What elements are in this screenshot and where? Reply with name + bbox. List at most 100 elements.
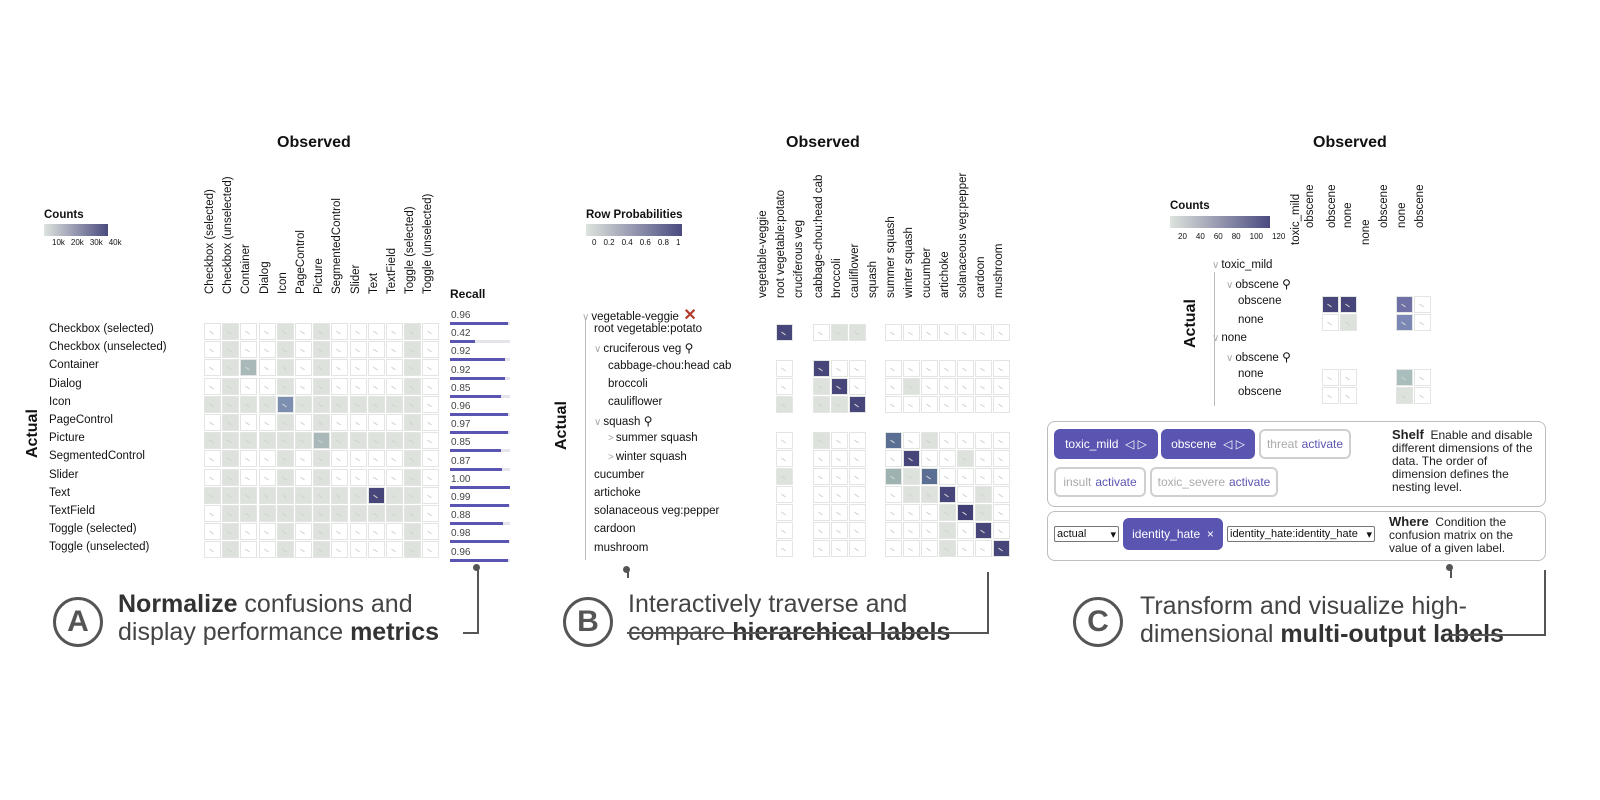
matrix-cell[interactable] <box>313 523 331 541</box>
tree-node[interactable]: none <box>1238 314 1264 326</box>
matrix-cell[interactable] <box>331 541 349 559</box>
matrix-cell[interactable] <box>422 432 440 450</box>
matrix-cell[interactable] <box>222 377 240 395</box>
matrix-cell[interactable] <box>404 541 422 559</box>
matrix-cell[interactable] <box>367 523 385 541</box>
matrix-cell[interactable] <box>204 505 221 522</box>
matrix-cell[interactable] <box>939 432 956 449</box>
matrix-cell[interactable] <box>885 396 902 413</box>
matrix-cell[interactable] <box>422 486 440 504</box>
chevron-icon[interactable]: > <box>608 451 614 463</box>
matrix-cell[interactable] <box>367 432 385 450</box>
matrix-cell[interactable] <box>349 541 367 559</box>
matrix-cell[interactable] <box>349 323 367 340</box>
matrix-cell[interactable] <box>404 341 422 359</box>
matrix-cell[interactable] <box>975 432 992 449</box>
matrix-cell[interactable] <box>903 396 920 413</box>
matrix-cell[interactable] <box>849 450 866 467</box>
matrix-cell[interactable] <box>849 504 866 521</box>
matrix-cell[interactable] <box>386 505 403 522</box>
chevron-icon[interactable]: ∨ <box>1212 260 1220 271</box>
reorder-icon[interactable]: ◁ ▷ <box>1223 437 1245 451</box>
tree-node[interactable]: obscene <box>1238 386 1281 398</box>
matrix-cell[interactable] <box>422 541 440 559</box>
matrix-cell[interactable] <box>313 359 331 377</box>
matrix-cell[interactable] <box>331 341 349 359</box>
matrix-cell[interactable] <box>1322 369 1339 386</box>
matrix-cell[interactable] <box>813 396 830 413</box>
matrix-cell[interactable] <box>422 414 440 431</box>
matrix-cell[interactable] <box>993 324 1010 341</box>
matrix-cell[interactable] <box>939 450 956 467</box>
matrix-cell[interactable] <box>404 486 422 504</box>
matrix-cell[interactable] <box>349 505 367 522</box>
tree-node[interactable]: cardoon <box>594 523 636 535</box>
matrix-cell[interactable] <box>776 378 793 395</box>
matrix-cell[interactable] <box>849 396 866 413</box>
matrix-cell[interactable] <box>276 395 294 413</box>
matrix-cell[interactable] <box>1322 314 1339 331</box>
matrix-cell[interactable] <box>813 504 830 521</box>
matrix-cell[interactable] <box>349 395 367 413</box>
matrix-cell[interactable] <box>386 541 403 559</box>
matrix-cell[interactable] <box>993 504 1010 521</box>
tree-node[interactable]: cucumber <box>594 469 645 481</box>
matrix-cell[interactable] <box>939 522 956 539</box>
matrix-cell[interactable] <box>975 396 992 413</box>
matrix-cell[interactable] <box>331 505 349 522</box>
matrix-cell[interactable] <box>1414 387 1431 404</box>
matrix-cell[interactable] <box>367 468 385 486</box>
matrix-cell[interactable] <box>939 378 956 395</box>
shelf-button-toxic-mild[interactable]: toxic_mild ◁ ▷ <box>1054 429 1158 459</box>
matrix-cell[interactable] <box>422 505 440 522</box>
matrix-cell[interactable] <box>222 450 240 468</box>
matrix-cell[interactable] <box>776 540 793 557</box>
matrix-cell[interactable] <box>885 360 902 377</box>
matrix-cell[interactable] <box>240 541 258 559</box>
matrix-cell[interactable] <box>276 523 294 541</box>
chevron-icon[interactable]: > <box>608 433 614 445</box>
tree-node[interactable]: artichoke <box>594 487 641 499</box>
matrix-cell[interactable] <box>939 324 956 341</box>
tree-node[interactable]: ∨ toxic_mild <box>1212 259 1272 271</box>
matrix-cell[interactable] <box>404 323 422 340</box>
matrix-cell[interactable] <box>939 396 956 413</box>
matrix-cell[interactable] <box>813 324 830 341</box>
matrix-cell[interactable] <box>276 359 294 377</box>
matrix-cell[interactable] <box>349 341 367 359</box>
matrix-cell[interactable] <box>258 523 276 541</box>
matrix-cell[interactable] <box>993 540 1010 557</box>
matrix-cell[interactable] <box>957 396 974 413</box>
matrix-cell[interactable] <box>776 432 793 449</box>
matrix-cell[interactable] <box>813 378 830 395</box>
matrix-cell[interactable] <box>240 486 258 504</box>
matrix-cell[interactable] <box>295 505 312 522</box>
matrix-cell[interactable] <box>813 360 830 377</box>
matrix-cell[interactable] <box>295 323 312 340</box>
matrix-cell[interactable] <box>776 324 793 341</box>
matrix-cell[interactable] <box>921 504 938 521</box>
shelf-button-obscene[interactable]: obscene ◁ ▷ <box>1161 429 1255 459</box>
matrix-cell[interactable] <box>258 359 276 377</box>
matrix-cell[interactable] <box>975 522 992 539</box>
matrix-cell[interactable] <box>831 432 848 449</box>
matrix-cell[interactable] <box>903 486 920 503</box>
matrix-cell[interactable] <box>331 450 349 468</box>
matrix-cell[interactable] <box>422 523 440 541</box>
matrix-cell[interactable] <box>313 395 331 413</box>
matrix-cell[interactable] <box>813 540 830 557</box>
matrix-cell[interactable] <box>849 378 866 395</box>
matrix-cell[interactable] <box>1340 387 1357 404</box>
matrix-cell[interactable] <box>222 468 240 486</box>
matrix-cell[interactable] <box>276 486 294 504</box>
matrix-cell[interactable] <box>957 486 974 503</box>
matrix-cell[interactable] <box>258 395 276 413</box>
matrix-cell[interactable] <box>993 432 1010 449</box>
matrix-cell[interactable] <box>204 541 221 559</box>
matrix-cell[interactable] <box>422 359 440 377</box>
matrix-cell[interactable] <box>939 468 956 485</box>
matrix-cell[interactable] <box>975 324 992 341</box>
tree-node[interactable]: > winter squash <box>608 451 687 463</box>
matrix-cell[interactable] <box>885 378 902 395</box>
magnifier-icon[interactable]: ⚲ <box>640 414 653 429</box>
